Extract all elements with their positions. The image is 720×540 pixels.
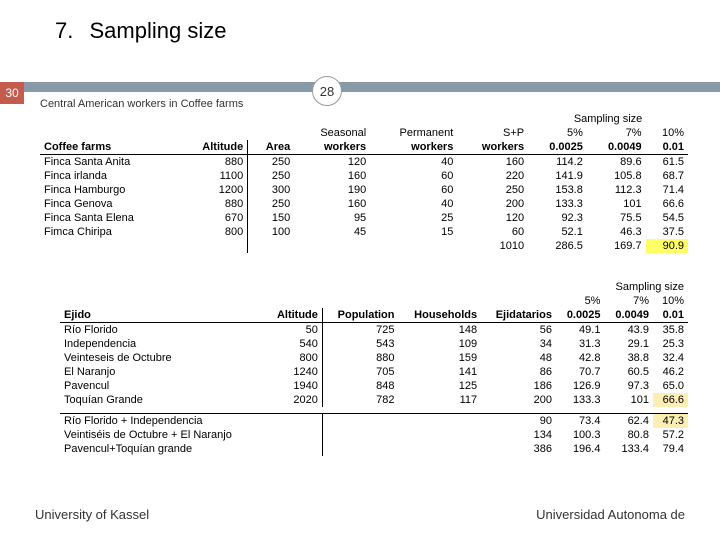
table-row: Finca Santa Anita88025012040160114.289.6…: [40, 155, 688, 170]
table-row: Toquían Grande2020782117200133.310166.6: [60, 393, 688, 407]
title-text: Sampling size: [89, 18, 226, 43]
table-row: Finca Hamburgo120030019060250153.8112.37…: [40, 183, 688, 197]
ejido-table: Sampling size 5% 7% 10% Ejido Altitude P…: [60, 280, 688, 456]
coffee-farms-table: Sampling size Seasonal Permanent S+P 5% …: [40, 112, 688, 253]
t2-h-p7: 0.0049: [604, 308, 653, 323]
t1-h-p7: 0.0049: [587, 140, 646, 155]
t1-h-p10: 0.01: [646, 140, 688, 155]
t1-h-sp-b: workers: [457, 140, 528, 155]
t1-h-p5: 0.0025: [528, 140, 587, 155]
t2-h-ej: Ejidatarios: [481, 308, 556, 323]
t2-h-p10: 0.01: [653, 308, 688, 323]
table-row: Veinteseis de Octubre8008801594842.838.8…: [60, 351, 688, 365]
t2-h-7: 7%: [604, 294, 653, 308]
t1-h-10: 10%: [646, 126, 688, 140]
t2-h-ejido: Ejido: [60, 308, 265, 323]
t2-h-p5: 0.0025: [556, 308, 605, 323]
t1-h-permanent-b: workers: [370, 140, 457, 155]
t1-h-seasonal-a: Seasonal: [294, 126, 370, 140]
title-bar: [24, 82, 720, 92]
t2-h-hh: Households: [398, 308, 481, 323]
table-row: Veintiséis de Octubre + El Naranjo134100…: [60, 428, 688, 442]
t1-h-alt: Altitude: [178, 140, 248, 155]
table-row: Río Florido507251485649.143.935.8: [60, 323, 688, 338]
t1-h-sp-a: S+P: [457, 126, 528, 140]
t2-h-5: 5%: [556, 294, 605, 308]
t2-group-header: Sampling size: [556, 280, 688, 294]
t1-h-area: Area: [248, 140, 294, 155]
t2-h-alt: Altitude: [265, 308, 323, 323]
t2-h-10: 10%: [653, 294, 688, 308]
table-row: Río Florido + Independencia9073.462.447.…: [60, 413, 688, 428]
t1-group-header: Sampling size: [528, 112, 688, 126]
table-row: El Naranjo12407051418670.760.546.2: [60, 365, 688, 379]
t1-h-5: 5%: [528, 126, 587, 140]
table-row: Pavencul1940848125186126.997.365.0: [60, 379, 688, 393]
table-row: Independencia5405431093431.329.125.3: [60, 337, 688, 351]
table-row-total: 1010286.5169.790.9: [40, 239, 688, 253]
t1-h-farms: Coffee farms: [40, 140, 178, 155]
slide-title: 7. Sampling size: [55, 18, 226, 44]
title-number: 7.: [55, 18, 73, 43]
table-row: Fimca Chiripa80010045156052.146.337.5: [40, 225, 688, 239]
footer-left: University of Kassel: [35, 507, 149, 522]
footer-right: Universidad Autonoma de: [536, 507, 685, 522]
t1-h-permanent-a: Permanent: [370, 126, 457, 140]
table-row: Pavencul+Toquían grande386196.4133.479.4: [60, 442, 688, 456]
table-row: Finca irlanda110025016060220141.9105.868…: [40, 169, 688, 183]
t1-h-7: 7%: [587, 126, 646, 140]
table-row: Finca Santa Elena670150952512092.375.554…: [40, 211, 688, 225]
table1-caption: Central American workers in Coffee farms: [40, 98, 243, 110]
t2-h-pop: Population: [322, 308, 398, 323]
page-number-badge: 30: [0, 82, 24, 104]
inner-page-badge: 28: [312, 76, 342, 106]
t1-h-seasonal-b: workers: [294, 140, 370, 155]
table-row: Finca Genova88025016040200133.310166.6: [40, 197, 688, 211]
